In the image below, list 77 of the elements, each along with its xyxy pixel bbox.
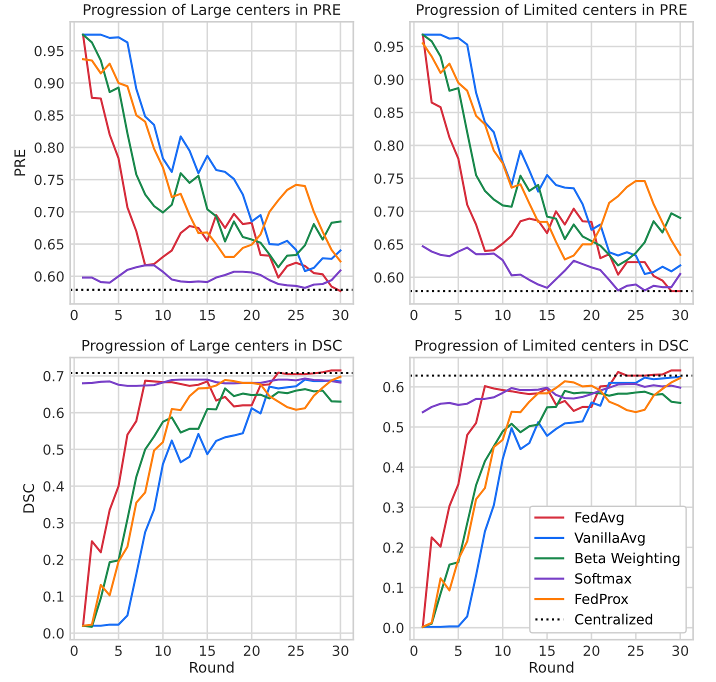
legend-label: Beta Weighting	[576, 552, 680, 566]
legend-label: Centralized	[575, 614, 652, 625]
x-tick-label: 15	[200, 646, 215, 656]
x-tick-label: 20	[584, 310, 600, 320]
x-tick-label: 5	[454, 310, 462, 320]
y-tick-label: 0.75	[374, 173, 404, 184]
x-tick-label: 25	[628, 646, 644, 656]
line-series	[82, 264, 342, 289]
y-tick-label: 0.4	[383, 462, 404, 473]
y-tick-label: 0.85	[34, 110, 64, 121]
y-tick-label: 0.1	[43, 591, 64, 602]
y-tick-label: 0.75	[34, 174, 64, 186]
x-tick-label: 15	[200, 310, 215, 320]
y-tick-label: 0.5	[43, 444, 64, 455]
y-tick-label: 0.2	[43, 554, 64, 566]
legend-label: Softmax	[575, 573, 632, 584]
x-tick-label: 0	[410, 310, 418, 320]
x-tick-label: 30	[672, 646, 688, 656]
y-tick-label: 0.1	[383, 582, 404, 594]
x-tick-label: 0	[70, 646, 78, 656]
x-tick-label: 20	[584, 646, 600, 656]
y-tick-label: 0.70	[34, 206, 64, 218]
y-tick-label: 0.60	[34, 271, 64, 282]
x-axis-title: Round	[190, 661, 234, 673]
y-tick-label: 0.80	[34, 142, 64, 153]
y-tick-label: 0.80	[374, 140, 404, 151]
y-tick-label: 0.95	[374, 42, 404, 52]
y-tick-label: 0.4	[43, 481, 64, 492]
x-tick-label: 25	[288, 646, 304, 656]
y-axis-title: PRE	[14, 150, 26, 176]
y-tick-label: 0.6	[383, 382, 404, 392]
y-tick-label: 0.0	[383, 622, 404, 634]
y-tick-label: 0.60	[374, 272, 404, 283]
line-series	[422, 383, 682, 414]
y-tick-label: 0.3	[43, 518, 64, 528]
y-tick-label: 0.90	[374, 74, 404, 85]
chart-title: Progression of Limited centers in DSC	[416, 340, 688, 354]
x-tick-label: 10	[156, 310, 171, 320]
y-tick-label: 0.95	[34, 46, 64, 56]
x-tick-label: 10	[156, 646, 171, 656]
legend-label: FedAvg	[576, 512, 624, 526]
x-tick-label: 15	[540, 646, 555, 656]
x-tick-label: 0	[410, 646, 418, 656]
x-tick-label: 10	[495, 646, 511, 656]
legend-label: FedProx	[576, 593, 628, 604]
chart-title: Progression of Large centers in DSC	[82, 340, 342, 354]
x-axis-title: Round	[530, 661, 574, 673]
y-tick-label: 0.70	[374, 206, 404, 217]
y-axis-title: DSC	[23, 484, 34, 513]
x-tick-label: 5	[115, 310, 122, 320]
line-series	[422, 245, 682, 292]
y-tick-label: 0.90	[34, 78, 64, 88]
x-tick-label: 20	[244, 646, 260, 656]
chart-title: Progression of Limited centers in PRE	[416, 4, 687, 18]
y-tick-label: 0.2	[383, 542, 403, 553]
x-tick-label: 20	[244, 310, 260, 320]
y-tick-label: 0.7	[43, 370, 64, 382]
legend-label: VanillaAvg	[574, 532, 645, 546]
y-tick-label: 0.65	[34, 239, 64, 250]
x-tick-label: 10	[495, 310, 511, 320]
y-tick-label: 0.5	[383, 422, 404, 432]
y-tick-label: 0.0	[43, 628, 64, 639]
x-tick-label: 5	[454, 646, 462, 656]
chart-title: Progression of Large centers in PRE	[84, 4, 340, 18]
x-tick-label: 15	[540, 310, 555, 320]
x-tick-label: 30	[332, 310, 348, 320]
x-tick-label: 25	[628, 310, 644, 320]
y-tick-label: 0.65	[374, 239, 404, 250]
x-tick-label: 30	[672, 310, 688, 320]
y-tick-label: 0.3	[383, 502, 404, 513]
x-tick-label: 30	[332, 646, 348, 656]
x-tick-label: 5	[115, 646, 122, 656]
y-tick-label: 0.85	[374, 107, 404, 118]
line-series	[82, 377, 342, 387]
x-tick-label: 25	[288, 310, 304, 320]
y-tick-label: 0.6	[43, 408, 64, 418]
x-tick-label: 0	[70, 310, 78, 320]
